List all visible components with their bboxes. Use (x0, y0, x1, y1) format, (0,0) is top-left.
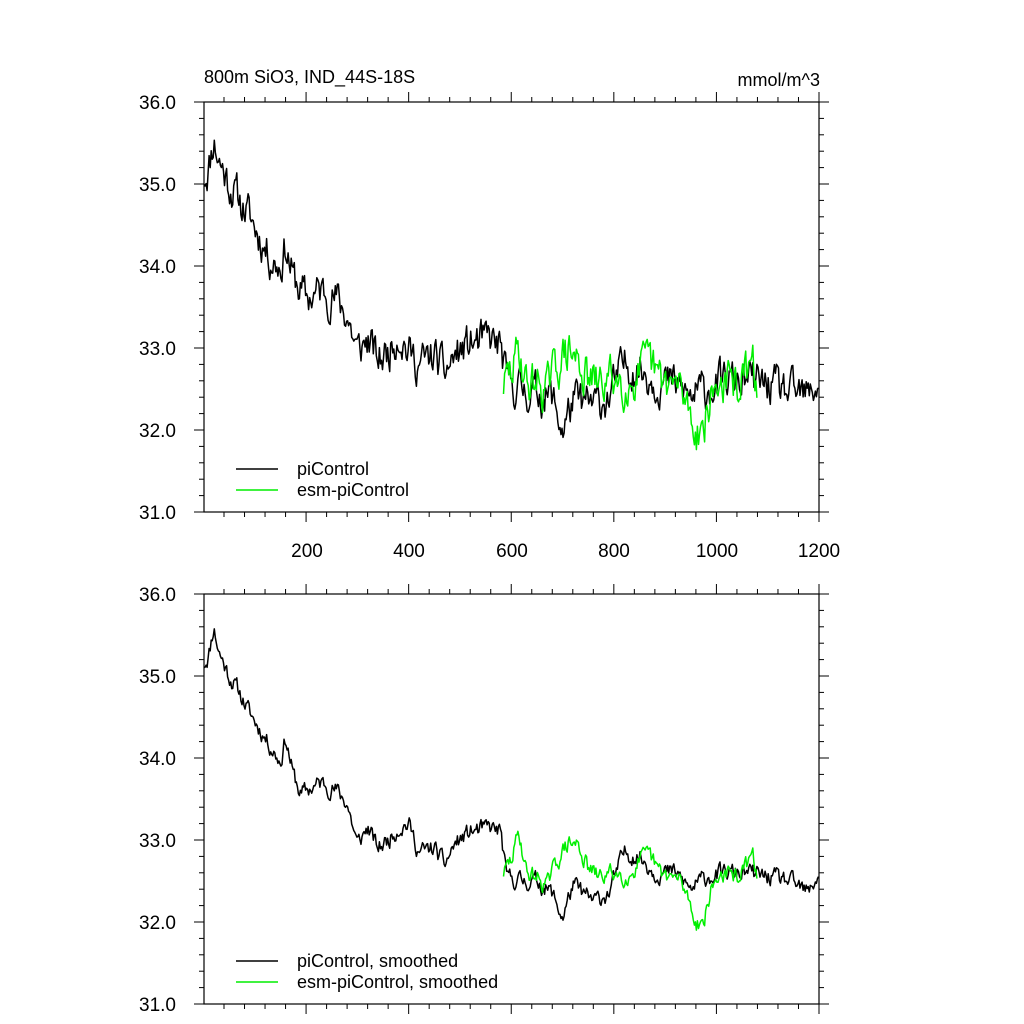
bottom-y-tick-label: 36.0 (139, 585, 176, 606)
legend-label-esm-piControl-smoothed: esm-piControl, smoothed (297, 972, 498, 992)
top-y-tick-label: 33.0 (139, 339, 176, 360)
series-line-picontrol-smoothed (203, 628, 820, 921)
top-x-tick-label: 1200 (798, 541, 840, 562)
series-line-esm-picontrol (502, 334, 758, 451)
top-x-tick-label: 600 (496, 541, 528, 562)
top-x-tick-labels: 200 400 600 800 1000 1200 (291, 541, 840, 562)
legend-label-esm-piControl: esm-piControl (297, 480, 409, 500)
bottom-y-tick-label: 31.0 (139, 995, 176, 1016)
bottom-y-tick-labels: 31.0 32.0 33.0 34.0 35.0 36.0 (139, 585, 176, 1016)
top-panel: 800m SiO3, IND_44S-18S mmol/m^3 31.0 32.… (139, 67, 840, 562)
top-y-tick-labels: 31.0 32.0 33.0 34.0 35.0 36.0 (139, 93, 176, 524)
top-panel-units: mmol/m^3 (738, 70, 820, 90)
legend-label-piControl: piControl (297, 459, 369, 479)
series-line-picontrol (203, 139, 820, 439)
top-ticks (194, 92, 829, 522)
bottom-y-tick-label: 34.0 (139, 749, 176, 770)
top-y-tick-label: 35.0 (139, 175, 176, 196)
top-y-tick-label: 34.0 (139, 257, 176, 278)
bottom-y-tick-label: 33.0 (139, 831, 176, 852)
bottom-legend: piControl, smoothed esm-piControl, smoot… (236, 951, 498, 992)
top-y-tick-label: 31.0 (139, 503, 176, 524)
top-plot-lines (203, 139, 820, 451)
top-x-tick-label: 400 (393, 541, 425, 562)
top-panel-title: 800m SiO3, IND_44S-18S (204, 67, 415, 88)
top-y-tick-label: 32.0 (139, 421, 176, 442)
top-y-tick-label: 36.0 (139, 93, 176, 114)
top-x-tick-label: 1000 (696, 541, 738, 562)
top-plot-frame (203, 101, 820, 513)
top-x-tick-label: 800 (598, 541, 630, 562)
legend-label-piControl-smoothed: piControl, smoothed (297, 951, 458, 971)
top-x-tick-label: 200 (291, 541, 323, 562)
bottom-ticks (194, 584, 829, 1014)
bottom-plot-lines (203, 628, 820, 931)
bottom-plot-frame (203, 593, 820, 1005)
top-legend: piControl esm-piControl (236, 459, 409, 500)
series-line-esm-picontrol-smoothed (502, 830, 758, 931)
bottom-panel: 31.0 32.0 33.0 34.0 35.0 36.0 piControl,… (139, 584, 829, 1016)
bottom-y-tick-label: 35.0 (139, 667, 176, 688)
bottom-y-tick-label: 32.0 (139, 913, 176, 934)
